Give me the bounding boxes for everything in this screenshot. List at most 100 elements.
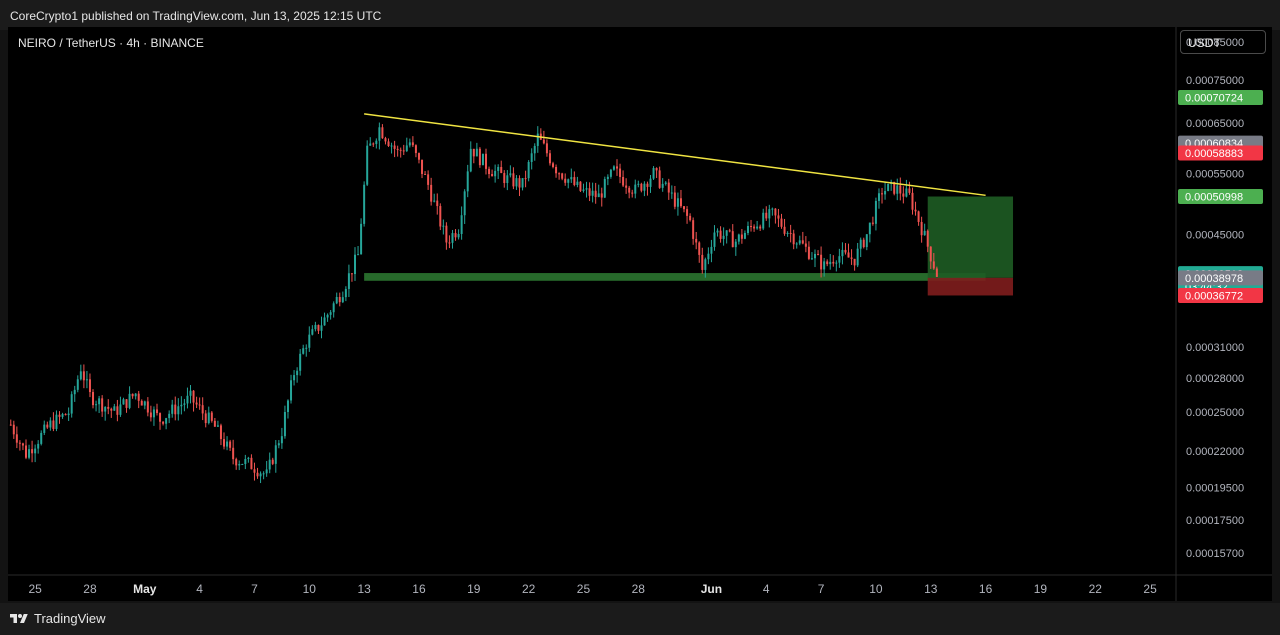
candle-body: [454, 233, 457, 238]
candle-body: [713, 232, 716, 247]
candle-body: [646, 183, 649, 187]
candle-body: [689, 215, 692, 221]
y-tick-label: 0.00045000: [1186, 229, 1244, 241]
candle-body: [701, 254, 704, 270]
candle-body: [881, 193, 884, 195]
target-zone: [927, 196, 1014, 278]
candle-body: [615, 166, 618, 169]
candle: [363, 181, 366, 227]
candle: [817, 250, 820, 256]
chart-pane[interactable]: [8, 27, 1272, 601]
candle: [439, 203, 442, 231]
candle: [250, 454, 253, 470]
candle: [110, 407, 113, 418]
candle: [728, 228, 731, 233]
candle: [762, 208, 765, 231]
candle-body: [536, 133, 539, 146]
candle: [244, 454, 247, 470]
candle: [561, 172, 564, 181]
candle: [807, 241, 810, 261]
candle-body: [85, 379, 88, 381]
candle: [783, 218, 786, 236]
candle-body: [67, 413, 70, 416]
tradingview-brand[interactable]: TradingView: [10, 611, 106, 626]
candle-body: [731, 231, 734, 248]
x-tick-label: 16: [412, 582, 426, 596]
candle-body: [692, 220, 695, 239]
currency-selector[interactable]: USDT: [1180, 30, 1266, 54]
candle-body: [198, 404, 201, 406]
candle-body: [369, 143, 372, 146]
candle-body: [314, 324, 317, 330]
candle: [116, 399, 119, 422]
candle-body: [637, 183, 640, 185]
candle: [798, 235, 801, 246]
candle: [375, 138, 378, 149]
candle-body: [619, 168, 622, 177]
candle-body: [436, 200, 439, 207]
candle: [503, 170, 506, 188]
candle-body: [286, 400, 289, 413]
candle-body: [935, 268, 938, 277]
candle: [801, 231, 804, 245]
x-tick-label: 25: [577, 582, 591, 596]
price-label: 0.00058883: [1178, 145, 1263, 161]
candle-body: [399, 149, 402, 151]
candle-body: [859, 239, 862, 249]
candle-body: [488, 168, 491, 175]
candle-body: [914, 209, 917, 212]
price-label-text: 0.00070724: [1185, 93, 1243, 105]
candle: [113, 403, 116, 411]
candle: [396, 145, 399, 157]
candle: [311, 325, 314, 336]
y-tick-label: 0.00065000: [1186, 118, 1244, 130]
candle: [707, 247, 710, 265]
candle-body: [241, 464, 244, 466]
candle: [201, 397, 204, 421]
candle: [746, 221, 749, 236]
candle: [756, 220, 759, 230]
candle-body: [290, 380, 293, 401]
candle-body: [472, 148, 475, 157]
candle: [366, 140, 369, 187]
candle: [347, 264, 350, 298]
candle: [198, 397, 201, 410]
candle-body: [408, 142, 411, 146]
candle: [286, 399, 289, 419]
price-label: 0.00036772: [1178, 287, 1263, 303]
x-tick-label: 19: [467, 582, 481, 596]
candle-body: [750, 226, 753, 228]
candle: [399, 147, 402, 158]
candle-body: [609, 169, 612, 177]
candle: [235, 457, 238, 470]
candle-body: [293, 375, 296, 381]
candle-body: [582, 189, 585, 191]
candle-body: [174, 404, 177, 415]
candle-body: [396, 148, 399, 150]
candle: [85, 370, 88, 389]
candle: [655, 167, 658, 178]
candle-body: [424, 173, 427, 175]
candle-body: [874, 200, 877, 224]
candle: [737, 233, 740, 245]
candle: [789, 224, 792, 243]
candle-body: [204, 413, 207, 424]
candle: [21, 442, 24, 451]
candle: [283, 405, 286, 439]
candle: [229, 439, 232, 451]
candle-body: [655, 168, 658, 171]
candle-body: [168, 413, 171, 419]
candle: [679, 189, 682, 208]
candle-body: [722, 235, 725, 239]
candle: [792, 229, 795, 250]
candle: [104, 406, 107, 421]
x-tick-label: 22: [1089, 582, 1103, 596]
x-tick-label: 22: [522, 582, 536, 596]
candle: [177, 398, 180, 421]
x-tick-label: Jun: [701, 582, 722, 596]
candle-body: [670, 192, 673, 194]
candle-body: [350, 273, 353, 275]
candle-body: [844, 249, 847, 253]
candle: [277, 440, 280, 449]
